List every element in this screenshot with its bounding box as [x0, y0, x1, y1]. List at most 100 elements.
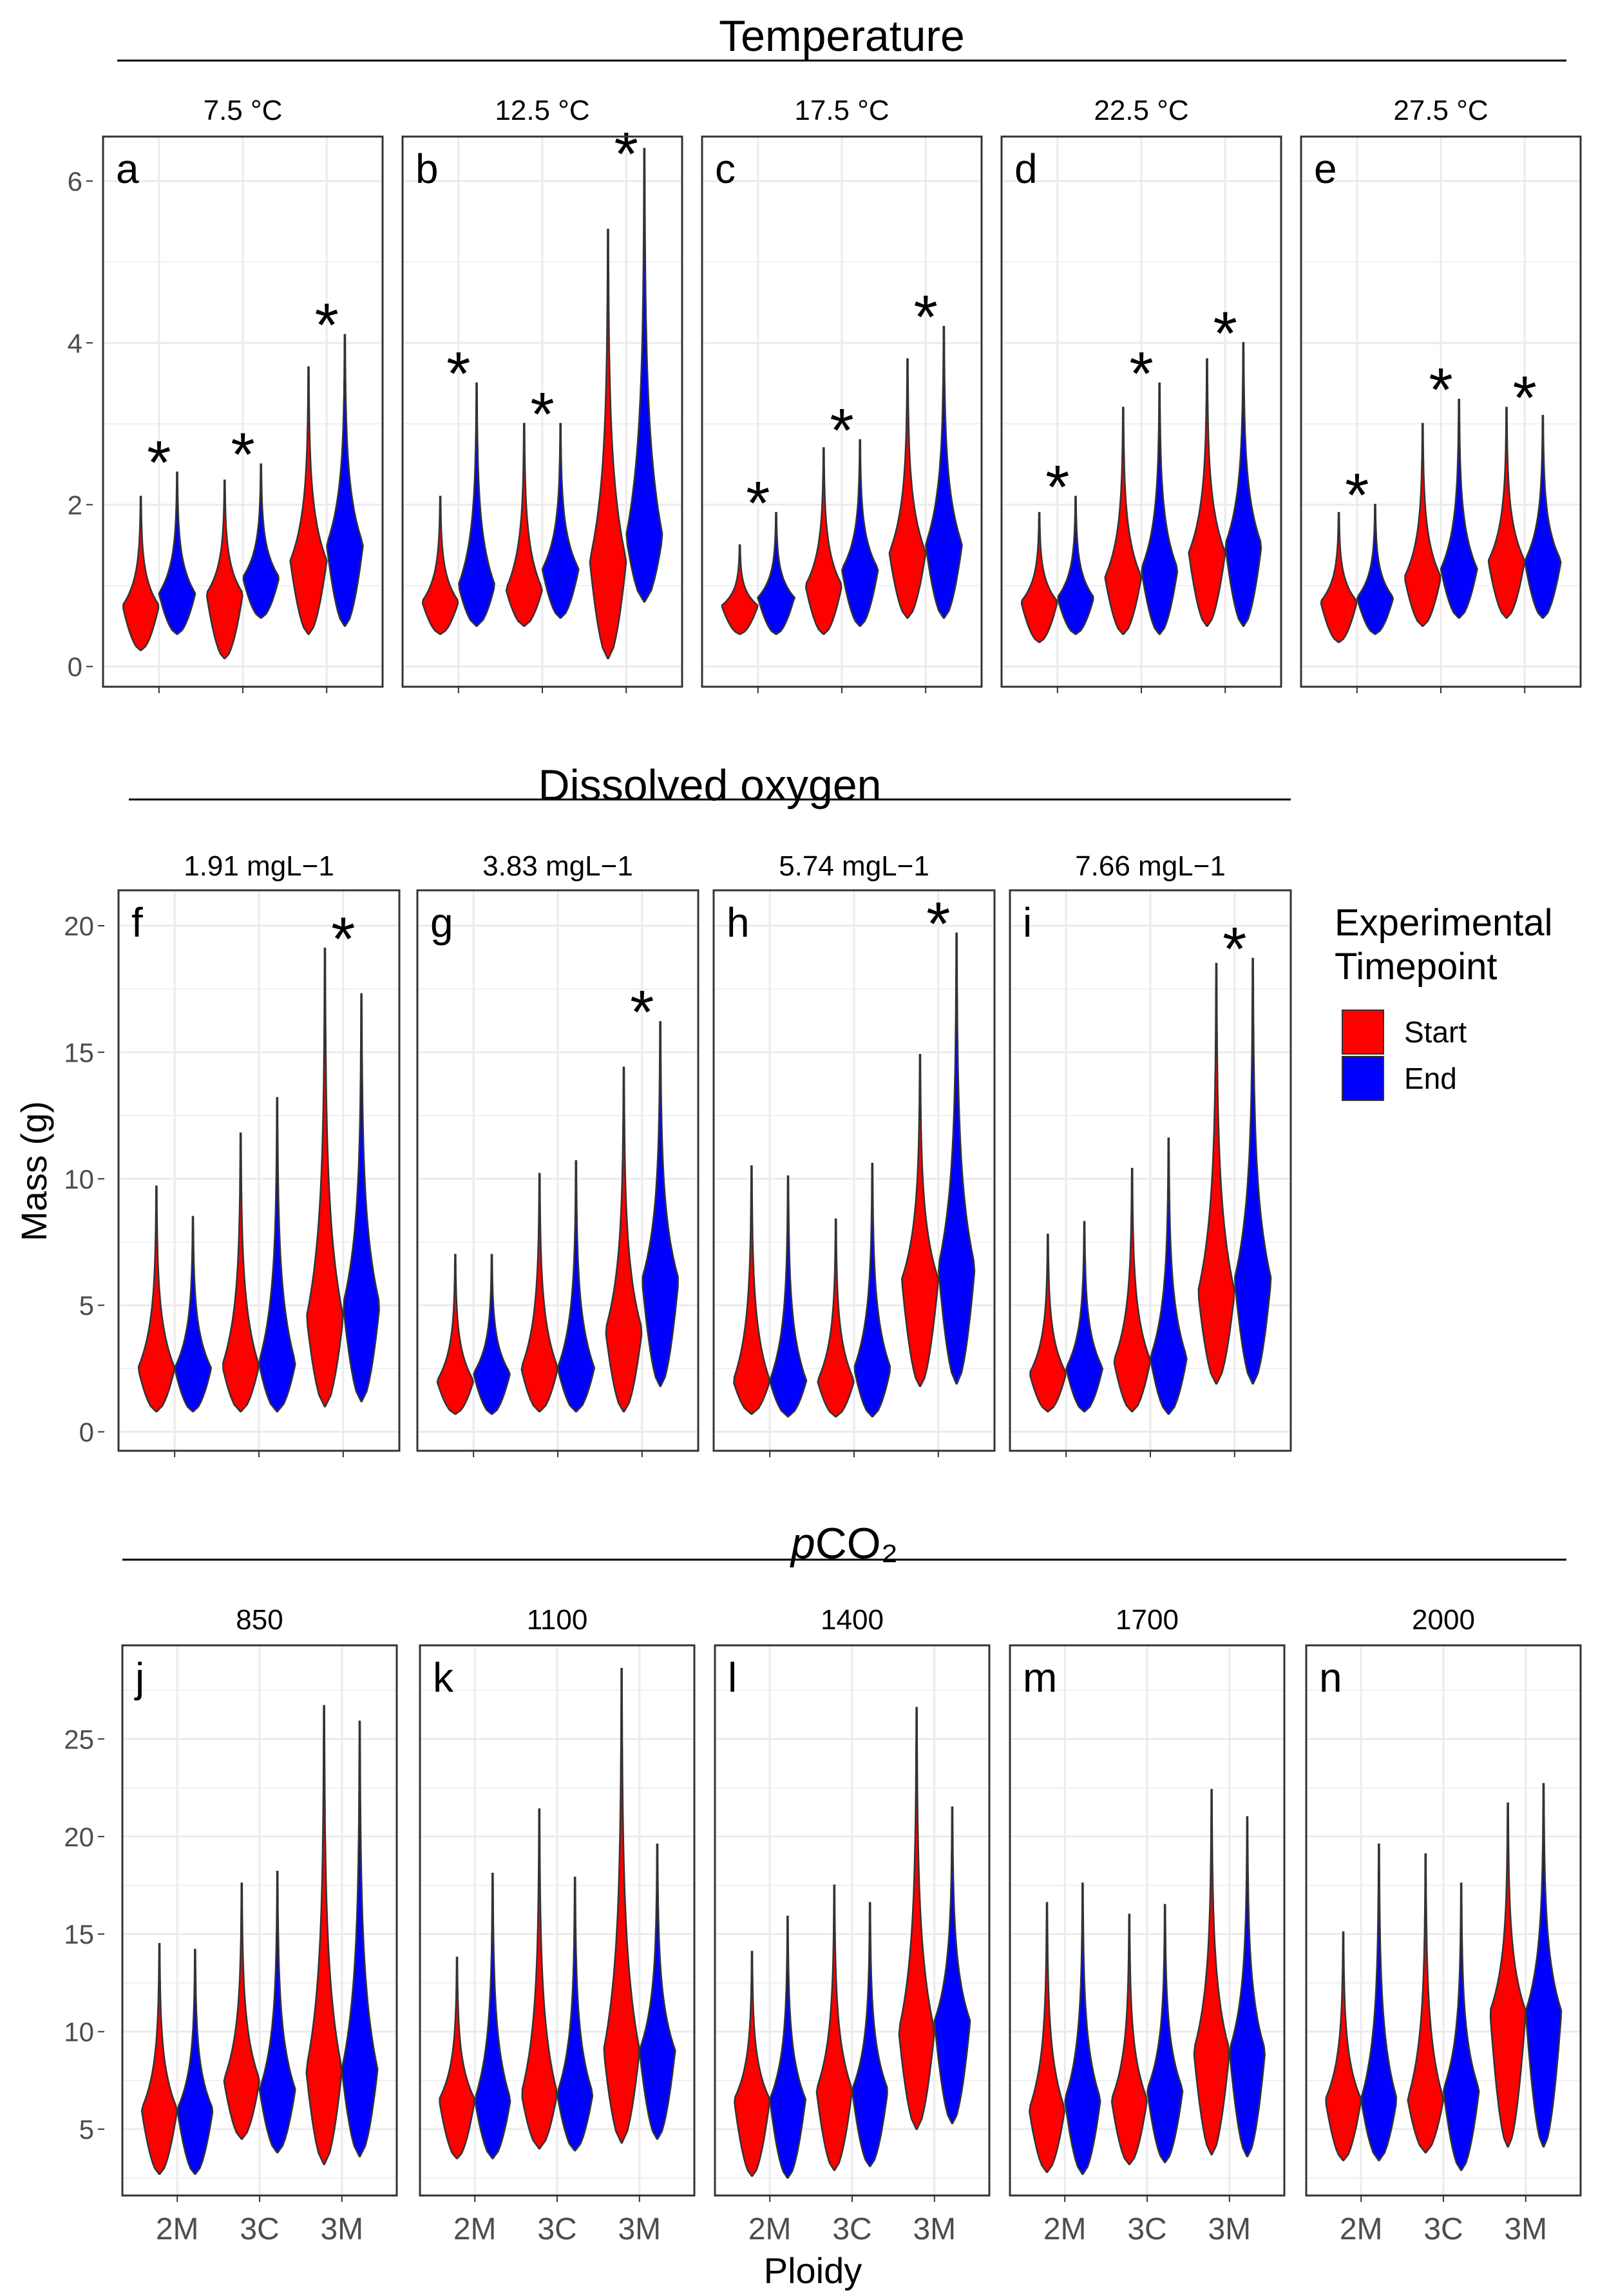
significance-star: *	[630, 978, 654, 1047]
panel-letter: g	[430, 899, 453, 946]
x-tick-label: 3C	[240, 2212, 279, 2246]
violin-start-2M	[1029, 1902, 1065, 2173]
significance-star: *	[315, 291, 339, 360]
panel-letter: l	[728, 1654, 737, 1701]
x-tick-label: 3M	[913, 2212, 956, 2246]
x-tick-label: 3M	[1504, 2212, 1547, 2246]
panel-e: 27.5 °C * * * e	[1300, 95, 1582, 693]
x-tick-label: 3C	[1127, 2212, 1166, 2246]
violin-end-3C	[1149, 1137, 1188, 1415]
violin-start-3M	[603, 1668, 640, 2144]
violin-start-3C	[815, 1884, 853, 2171]
violin-end-2M	[1356, 504, 1394, 635]
violin-start-2M	[1320, 512, 1358, 644]
violin-start-3M	[1197, 962, 1235, 1385]
violin-start-2M	[137, 1185, 175, 1413]
violin-end-3C	[841, 439, 879, 627]
panel-letter: j	[134, 1654, 144, 1701]
panel-d: 22.5 °C * * * d	[1000, 95, 1282, 693]
significance-star: *	[231, 421, 254, 490]
panel-strip: 12.5 °C	[495, 95, 589, 126]
y-tick-label: 15	[64, 1919, 94, 1949]
y-tick-label: 10	[64, 2017, 94, 2047]
violin-end-2M	[768, 1915, 807, 2179]
section-title: Temperature	[719, 12, 965, 61]
violin-start-3C	[817, 1218, 855, 1418]
panel-strip: 27.5 °C	[1393, 95, 1488, 126]
significance-star: *	[830, 396, 853, 465]
panel-letter: e	[1314, 146, 1337, 192]
legend-label: Start	[1404, 1015, 1467, 1049]
violin-start-3C	[223, 1882, 260, 2140]
significance-star: *	[614, 120, 638, 189]
significance-star: *	[1045, 453, 1069, 522]
violin-end-3C	[242, 463, 280, 619]
violin-start-3C	[205, 479, 243, 660]
violin-end-3M	[343, 993, 380, 1402]
panel-k: 1100 k 2M 3C 3M	[419, 1604, 696, 2246]
panel-c: 17.5 °C * * * c	[701, 95, 983, 693]
violin-end-3C	[851, 1902, 888, 2167]
panel-strip: 2000	[1412, 1604, 1475, 1636]
violin-end-2M	[1065, 1221, 1104, 1413]
violin-start-3M	[901, 1054, 939, 1388]
y-tick-label: 0	[79, 1417, 94, 1448]
violin-start-2M	[122, 495, 160, 651]
significance-star: *	[1213, 299, 1237, 368]
x-tick-label: 3C	[537, 2212, 576, 2246]
violin-start-3C	[1104, 407, 1143, 635]
violin-start-3C	[521, 1808, 558, 2150]
violin-start-3C	[222, 1132, 260, 1413]
significance-star: *	[1429, 356, 1452, 425]
panel-strip: 7.5 °C	[204, 95, 283, 126]
violin-start-3C	[505, 423, 543, 627]
y-tick-label: 20	[64, 911, 94, 941]
panel-n: 2000 n 2M 3C 3M	[1305, 1604, 1582, 2246]
section-title: pCO₂	[790, 1519, 898, 1568]
section-2: Dissolved oxygen 0 5 10 15 20 1.91 mgL−1 * f 3.83…	[64, 761, 1292, 1457]
violin-end-2M	[176, 1949, 214, 2175]
significance-star: *	[1513, 364, 1537, 433]
violin-start-3M	[1193, 1788, 1230, 2156]
y-tick-label: 4	[68, 328, 82, 358]
panel-letter: h	[727, 899, 750, 946]
x-tick-label: 2M	[1340, 2212, 1383, 2246]
significance-star: *	[926, 890, 950, 959]
violin-end-3C	[258, 1871, 296, 2154]
panel-strip: 5.74 mgL−1	[779, 850, 929, 882]
violin-end-3M	[638, 1843, 676, 2140]
significance-star: *	[914, 283, 938, 352]
violin-end-2M	[1064, 1882, 1101, 2175]
violin-end-3C	[853, 1162, 891, 1418]
significance-star: *	[1129, 340, 1153, 408]
legend-swatch-end	[1342, 1056, 1384, 1101]
panel-letter: d	[1014, 146, 1038, 192]
violin-end-2M	[158, 471, 196, 635]
violin-end-3M	[341, 1720, 379, 2157]
violin-end-3C	[541, 423, 580, 619]
panel-h: 5.74 mgL−1 * h	[712, 850, 996, 1457]
legend-title-line: Experimental	[1335, 902, 1552, 944]
panel-letter: c	[715, 146, 736, 192]
significance-star: *	[1222, 915, 1246, 984]
panel-letter: a	[116, 146, 139, 192]
violin-start-2M	[721, 544, 759, 635]
violin-start-3M	[305, 1705, 343, 2165]
violin-end-2M	[1360, 1843, 1398, 2161]
violin-end-2M	[458, 382, 495, 627]
violin-end-2M	[173, 1216, 213, 1413]
legend: Experimental Timepoint Start End	[1335, 902, 1552, 1101]
violin-end-3C	[1440, 398, 1478, 619]
y-tick-label: 2	[68, 490, 82, 520]
significance-star: *	[530, 380, 554, 449]
section-title-prefix: p	[790, 1519, 815, 1568]
violin-start-2M	[436, 1254, 475, 1415]
violin-start-3C	[520, 1172, 558, 1413]
violin-start-3M	[289, 366, 328, 635]
panel-m: 1700 m 2M 3C 3M	[1009, 1604, 1286, 2246]
y-tick-label: 5	[79, 1290, 94, 1321]
violin-start-2M	[421, 495, 459, 635]
significance-star: *	[147, 428, 171, 497]
panel-strip: 3.83 mgL−1	[482, 850, 633, 882]
